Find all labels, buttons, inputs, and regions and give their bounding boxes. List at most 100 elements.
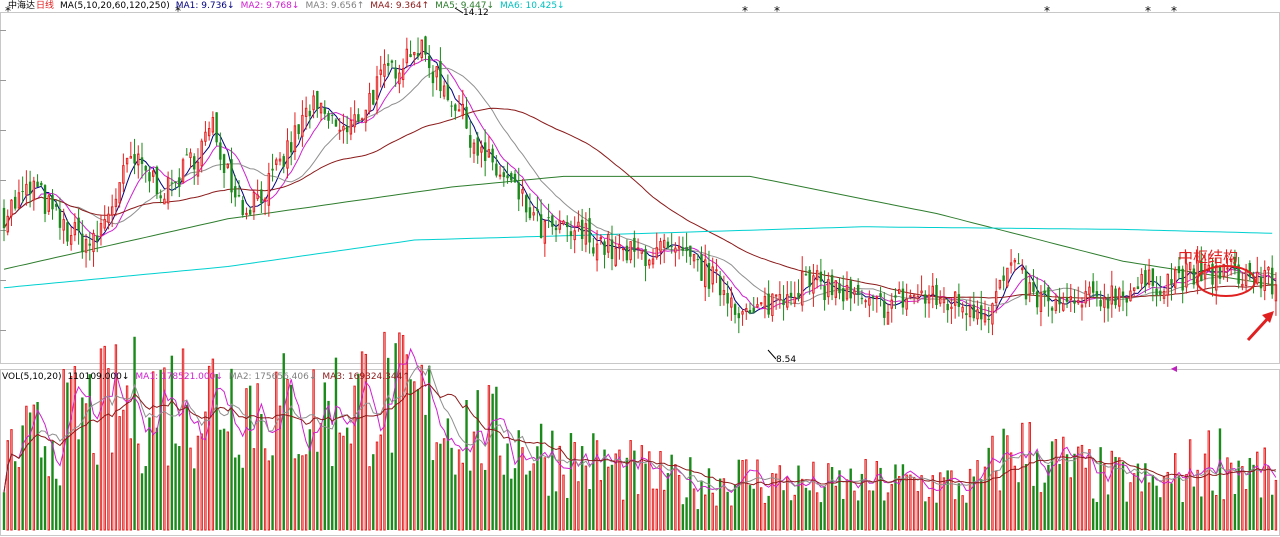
volume-bar-down	[483, 469, 487, 530]
candle-body-down	[260, 189, 263, 204]
candle-body-down	[1144, 270, 1147, 287]
candle-body-up	[379, 69, 382, 75]
candle-body-down	[1259, 276, 1263, 289]
ma20-line	[3, 67, 1276, 306]
volume-bar-up	[152, 371, 155, 531]
volume-bar-down	[1136, 463, 1140, 530]
candle-body-down	[525, 195, 528, 213]
volume-bar-down	[159, 369, 162, 530]
candle-body-up	[942, 298, 946, 304]
volume-bar-up	[756, 459, 759, 531]
candle-body-up	[573, 230, 576, 241]
candle-body-down	[222, 154, 226, 173]
candle-body-down	[237, 195, 241, 197]
candle-body-up	[953, 291, 957, 306]
candle-body-down	[1099, 300, 1102, 307]
volume-bar-down	[140, 473, 144, 530]
volume-bar-up	[267, 460, 271, 531]
candle-body-down	[282, 156, 285, 167]
volume-bar-down	[689, 457, 692, 530]
arrow-shaft	[1246, 314, 1272, 342]
candle-body-down	[483, 142, 487, 162]
volume-bar-down	[924, 501, 927, 530]
candle-body-up	[107, 213, 110, 223]
candle-body-up	[1132, 287, 1136, 291]
candle-body-down	[894, 295, 897, 298]
candle-body-down	[88, 243, 91, 246]
volume-bar-down	[1151, 474, 1155, 530]
volume-bar-down	[726, 491, 729, 530]
volume-bar-down	[935, 502, 938, 530]
candle-body-up	[778, 294, 782, 301]
volume-bar-up	[961, 495, 964, 531]
volume-bar-down	[808, 490, 811, 530]
volume-bar-down	[718, 478, 722, 530]
candle-body-down	[1181, 268, 1184, 291]
volume-bar-up	[692, 488, 696, 531]
candle-body-up	[853, 290, 856, 295]
candle-body-down	[1091, 281, 1095, 293]
volume-bar-up	[457, 449, 461, 531]
candle-body-down	[536, 208, 539, 211]
volume-bar-down	[1211, 490, 1214, 530]
candle-body-down	[1032, 282, 1035, 292]
volume-bar-down	[1159, 497, 1162, 530]
candle-body-down	[510, 173, 513, 181]
volume-bar-down	[625, 457, 629, 530]
candle-body-up	[621, 248, 625, 251]
volume-bar-up	[312, 369, 315, 531]
candle-body-down	[1114, 288, 1117, 306]
candle-body-up	[1166, 273, 1169, 296]
volume-bar-up	[521, 447, 524, 531]
candle-body-up	[1188, 261, 1192, 271]
volume-bar-down	[446, 418, 450, 530]
volume-bar-up	[342, 435, 345, 531]
candle-body-up	[834, 280, 837, 298]
candle-body-down	[77, 217, 80, 231]
ma10-line	[3, 58, 1276, 313]
volume-bar-down	[215, 374, 218, 530]
volume-bar-up	[17, 467, 21, 531]
volume-bar-down	[1091, 498, 1095, 530]
candle-body-down	[1211, 263, 1214, 285]
candle-body-down	[185, 154, 188, 156]
candle-body-down	[1050, 307, 1054, 311]
vol-value: 110109.000↓	[67, 372, 130, 382]
volume-bar-up	[442, 438, 446, 531]
volume-bar-up	[584, 465, 588, 531]
volume-bar-down	[144, 466, 147, 530]
volume-bar-down	[1121, 462, 1125, 530]
volume-bar-down	[234, 457, 237, 530]
candle-body-down	[43, 185, 47, 214]
candle-body-down	[178, 177, 181, 187]
candle-body-up	[1084, 291, 1087, 304]
candle-body-down	[547, 217, 550, 219]
volume-bar-up	[1185, 474, 1188, 531]
volume-bar-up	[319, 423, 323, 531]
zhongshu-annotation: 中枢结构	[1178, 248, 1239, 266]
volume-bar-up	[1244, 489, 1248, 531]
volume-bar-up	[204, 411, 207, 531]
volume-bar-down	[1058, 463, 1061, 530]
volume-bar-up	[69, 375, 73, 531]
candle-body-down	[513, 173, 517, 183]
volume-bar-up	[845, 479, 849, 531]
candle-body-up	[648, 259, 651, 266]
candle-body-down	[935, 284, 938, 306]
candle-body-down	[28, 181, 32, 194]
volume-bar-down	[308, 429, 312, 530]
candle-body-up	[1162, 290, 1166, 299]
volume-bar-up	[166, 465, 170, 531]
volume-bar-up	[1166, 471, 1169, 531]
volume-bar-down	[155, 427, 159, 530]
volume-bar-up	[704, 494, 707, 531]
candle-body-up	[383, 63, 386, 77]
volume-bar-up	[868, 490, 871, 531]
candle-body-up	[868, 297, 871, 306]
candle-body-up	[1077, 300, 1080, 304]
candle-body-up	[886, 311, 890, 325]
volume-bar-up	[886, 492, 890, 531]
candle-body-up	[304, 107, 308, 117]
volume-bar-up	[920, 475, 923, 531]
volume-bar-down	[681, 504, 685, 530]
